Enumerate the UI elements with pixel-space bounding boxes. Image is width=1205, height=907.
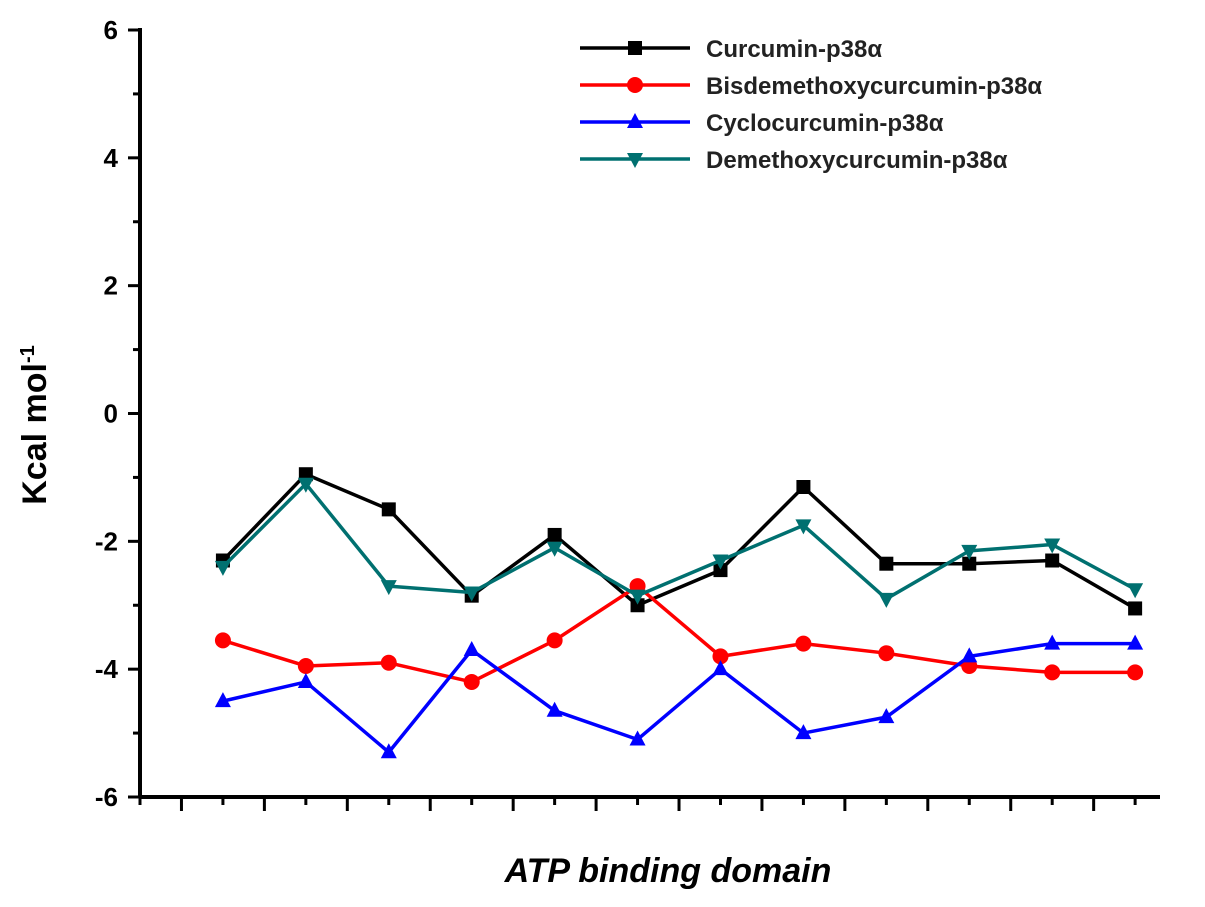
- data-point: [796, 480, 811, 495]
- y-tick-label: -2: [95, 526, 118, 556]
- data-point: [1127, 634, 1144, 650]
- legend-item: Demethoxycurcumin-p38α: [580, 147, 1008, 174]
- x-axis-title: ATP binding domain: [504, 852, 832, 890]
- data-point: [546, 632, 563, 649]
- data-point: [380, 743, 397, 759]
- data-point: [214, 632, 231, 649]
- series-line: [221, 472, 1136, 610]
- data-point: [961, 647, 978, 663]
- data-point: [1044, 538, 1061, 554]
- y-tick-label: 0: [104, 399, 118, 429]
- data-point: [1044, 664, 1061, 681]
- series-1: [215, 467, 1143, 616]
- data-point: [878, 645, 895, 662]
- data-point: [297, 672, 314, 688]
- data-point: [297, 657, 314, 674]
- data-point: [546, 541, 563, 557]
- data-point: [629, 730, 646, 746]
- data-point: [547, 527, 562, 542]
- legend-marker: [628, 41, 642, 55]
- series-layer: [214, 467, 1144, 759]
- data-point: [546, 701, 563, 717]
- series-4: [214, 477, 1144, 608]
- legend-label: Demethoxycurcumin-p38α: [706, 147, 1008, 174]
- data-point: [961, 544, 978, 560]
- y-tick-label: -4: [95, 654, 119, 684]
- y-axis-title-superscript: -1: [17, 345, 39, 363]
- data-point: [214, 560, 231, 576]
- data-point: [381, 502, 396, 517]
- data-point: [878, 708, 895, 724]
- data-point: [1128, 601, 1143, 616]
- series-2: [214, 578, 1144, 690]
- y-tick-label: 4: [104, 143, 119, 173]
- legend-label: Cyclocurcumin-p38α: [706, 110, 944, 137]
- data-point: [630, 598, 645, 613]
- legend-item: Curcumin-p38α: [580, 36, 882, 63]
- data-point: [298, 467, 313, 482]
- data-point: [380, 580, 397, 596]
- legend-label: Bisdemethoxycurcumin-p38α: [706, 73, 1042, 100]
- data-point: [297, 477, 314, 493]
- data-point: [1127, 664, 1144, 681]
- axes: 6 4 2 0 -2 -4 -6: [95, 15, 1160, 812]
- data-point: [463, 673, 480, 690]
- data-point: [712, 660, 729, 676]
- legend-item: Bisdemethoxycurcumin-p38α: [580, 73, 1042, 100]
- y-axis-title: Kcal mol-1: [16, 345, 54, 505]
- data-point: [629, 589, 646, 605]
- data-point: [214, 692, 231, 708]
- y-tick-label: 6: [104, 15, 118, 45]
- series-line: [221, 482, 1136, 601]
- legend: Curcumin-p38α Bisdemethoxycurcumin-p38α Cy…: [580, 36, 1042, 174]
- legend-item: Cyclocurcumin-p38α: [580, 110, 944, 137]
- legend-label: Curcumin-p38α: [706, 36, 882, 63]
- data-point: [962, 556, 977, 571]
- data-point: [1044, 634, 1061, 650]
- data-point: [795, 519, 812, 535]
- data-point: [463, 586, 480, 602]
- series-3: [214, 634, 1144, 759]
- y-tick-label: -6: [95, 782, 118, 812]
- data-point: [712, 554, 729, 570]
- data-point: [795, 724, 812, 740]
- data-point: [878, 592, 895, 608]
- data-point: [463, 640, 480, 656]
- y-axis-title-main: Kcal mol: [16, 363, 54, 505]
- data-point: [712, 648, 729, 665]
- legend-marker: [627, 77, 643, 93]
- y-tick-label: 2: [104, 271, 118, 301]
- data-point: [879, 556, 894, 571]
- legend-marker: [627, 153, 643, 168]
- data-point: [795, 635, 812, 652]
- legend-marker: [627, 113, 643, 128]
- data-point: [1127, 583, 1144, 599]
- data-point: [713, 563, 728, 578]
- data-point: [380, 654, 397, 671]
- data-point: [1045, 553, 1060, 568]
- series-line: [222, 584, 1136, 684]
- series-line: [222, 641, 1136, 755]
